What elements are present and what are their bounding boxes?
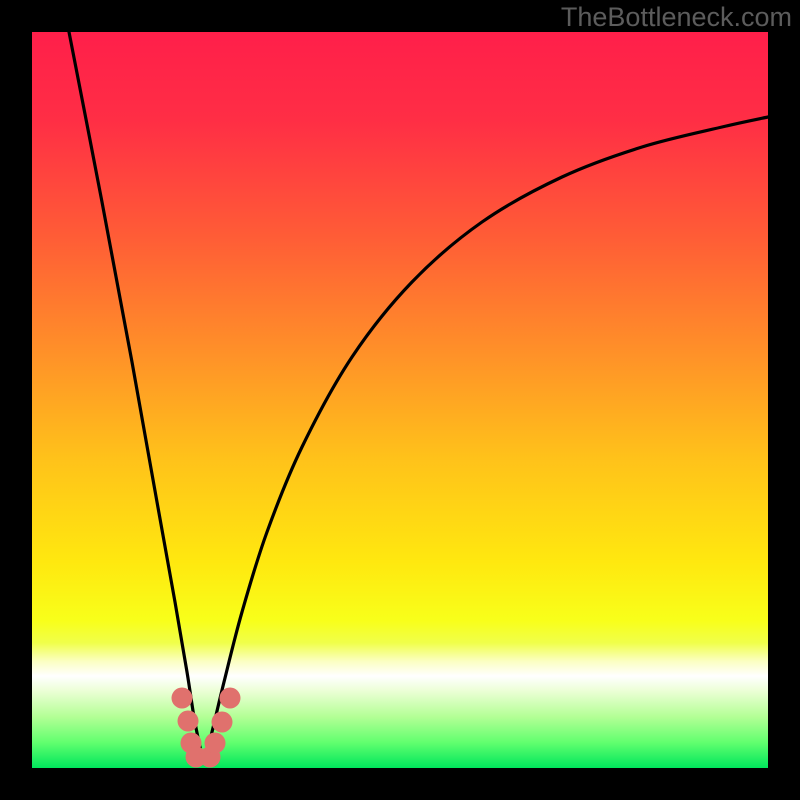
- right-curve: [204, 117, 768, 763]
- data-dot: [212, 712, 233, 733]
- watermark-text: TheBottleneck.com: [561, 2, 792, 33]
- data-dot: [178, 711, 199, 732]
- data-dot: [172, 688, 193, 709]
- curve-layer: [32, 32, 768, 768]
- data-dot: [205, 733, 226, 754]
- left-curve: [69, 32, 204, 763]
- data-dots: [172, 688, 241, 768]
- chart-frame: TheBottleneck.com: [0, 0, 800, 800]
- plot-area: [32, 32, 768, 768]
- data-dot: [220, 688, 241, 709]
